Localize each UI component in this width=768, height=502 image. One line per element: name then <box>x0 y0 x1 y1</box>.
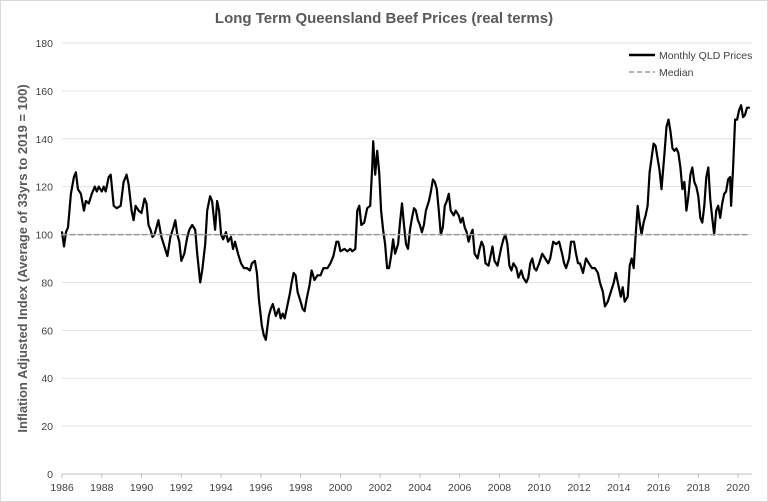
x-tick-label: 1988 <box>90 482 114 494</box>
y-tick-label: 80 <box>41 277 53 289</box>
x-tick-label: 2018 <box>687 482 711 494</box>
x-tick-label: 2020 <box>726 482 750 494</box>
chart-title: Long Term Queensland Beef Prices (real t… <box>215 10 553 27</box>
x-tick-label: 1998 <box>289 482 313 494</box>
x-tick-label: 1990 <box>130 482 154 494</box>
y-tick-label: 160 <box>35 86 53 98</box>
x-tick-label: 2000 <box>329 482 353 494</box>
y-tick-label: 140 <box>35 134 53 146</box>
x-tick-label: 2012 <box>567 482 591 494</box>
y-tick-label: 100 <box>35 230 53 242</box>
x-tick-label: 2006 <box>448 482 472 494</box>
y-tick-label: 20 <box>41 421 53 433</box>
y-tick-label: 60 <box>41 325 53 337</box>
x-tick-label: 2016 <box>647 482 671 494</box>
x-tick-label: 2014 <box>607 482 631 494</box>
x-tick-label: 1986 <box>50 482 74 494</box>
x-tick-label: 1996 <box>249 482 273 494</box>
x-tick-label: 1994 <box>209 482 233 494</box>
y-tick-label: 0 <box>47 469 53 481</box>
y-axis-label: Inflation Adjusted Index (Average of 33y… <box>15 84 30 432</box>
x-tick-label: 2008 <box>488 482 512 494</box>
legend-label-median: Median <box>659 67 694 79</box>
x-tick-label: 2004 <box>408 482 432 494</box>
legend-label-monthly: Monthly QLD Prices <box>659 50 752 62</box>
y-tick-label: 40 <box>41 373 53 385</box>
x-tick-label: 2010 <box>528 482 552 494</box>
x-tick-label: 2002 <box>368 482 392 494</box>
y-tick-label: 120 <box>35 182 53 194</box>
monthly-price-line <box>60 104 751 341</box>
x-tick-label: 1992 <box>170 482 194 494</box>
y-tick-label: 180 <box>35 38 53 50</box>
